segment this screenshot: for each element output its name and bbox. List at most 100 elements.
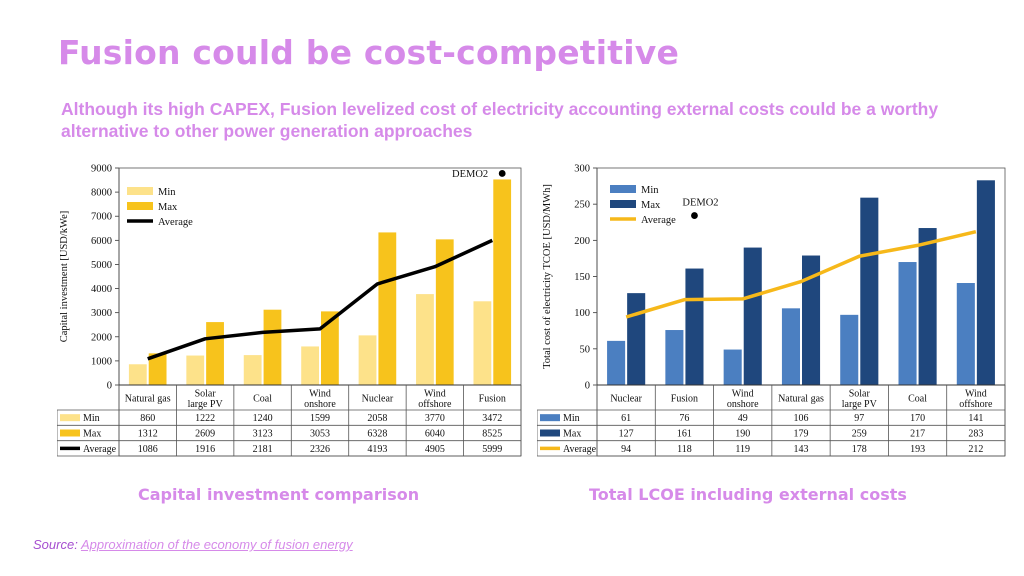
average-line [147,238,494,361]
legend-label: Min [158,187,176,198]
bar-max-6 [976,180,995,385]
y-tick-label: 1000 [91,356,112,367]
bar-min-5 [898,262,917,385]
page-subtitle: Although its high CAPEX, Fusion levelize… [61,99,939,141]
bar-min-3 [781,308,800,385]
table-cell: 3123 [253,429,273,440]
lcoe-chart: 0 50 100 150 200 250 300 Total cost of electric… [537,162,1007,458]
table-row-label: Min [83,413,100,424]
table-cell: 3053 [310,429,330,440]
bar-max-0 [148,353,167,385]
table-cell: 190 [735,429,750,440]
capital-investment-chart: 0 1000 2000 3000 4000 5000 6000 7000 8000 9000 Cap… [57,162,523,458]
table-cell: 161 [677,429,692,440]
y-tick-label: 0 [585,381,590,392]
table-cell: 141 [968,413,983,424]
y-tick-label: 7000 [91,212,112,223]
table-cell: 97 [854,413,864,424]
x-tick-label-3: Wind onshore [304,389,336,411]
y-tick-label: 2000 [91,332,112,343]
x-tick-label-5: Coal [908,394,927,405]
table-cell: 5999 [482,444,502,455]
table-cell: 2181 [253,444,273,455]
table-cell: 2058 [367,413,387,424]
x-tick-label-0: Natural gas [125,394,171,405]
table-cell: 170 [910,413,925,424]
table-cell: 76 [679,413,689,424]
table-row-label: Max [563,429,581,440]
lcoe-chart-svg: 0 50 100 150 200 250 300 Total cost of electric… [537,164,1006,457]
table-cell: 61 [621,413,631,424]
table-cell: 6328 [367,429,387,440]
legend-label: Max [158,202,178,213]
annotation-marker [497,168,507,179]
table-cell: 212 [968,444,983,455]
table-cell: 283 [968,429,983,440]
table-cell: 217 [910,429,925,440]
x-tick-label-2: Wind onshore [727,389,759,411]
bar-max-2 [743,247,762,385]
table-cell: 127 [619,429,634,440]
table-cell: 179 [794,429,809,440]
table-row-label: Average [83,444,117,455]
source-separator: : [74,537,81,552]
y-tick-label: 250 [574,200,590,211]
bar-max-6 [493,179,512,385]
table-row-label: Max [83,429,101,440]
bar-max-1 [685,268,704,385]
y-tick-label: 100 [574,308,590,319]
x-tick-label-6: Fusion [479,394,506,405]
table-cell: 1916 [195,444,215,455]
legend-label: Average [641,215,676,226]
bar-min-4 [840,314,859,385]
x-tick-label-0: Nuclear [610,394,642,405]
bar-min-0 [607,340,626,385]
average-line [625,229,977,319]
table-cell: 8525 [482,429,502,440]
table-cell: 2326 [310,444,330,455]
legend-swatch [610,185,636,193]
x-tick-label-1: Solar large PV [188,389,224,411]
table-row-swatch [60,414,80,422]
table-row-label: Min [563,413,580,424]
table-cell: 1599 [310,413,330,424]
y-axis-label: Total cost of electricity TCOE [USD/MWh] [542,184,553,369]
bar-max-4 [378,232,397,385]
table-row-swatch [540,429,560,437]
bar-min-6 [956,283,975,385]
bar-min-1 [665,330,684,385]
y-tick-label: 300 [574,164,590,175]
table-row-label: Average [563,444,597,455]
source-link[interactable]: Approximation of the economy of fusion e… [80,537,353,552]
table-cell: 1222 [195,413,215,424]
y-axis-label: Capital investment [USD/kWe] [59,211,70,343]
y-tick-label: 8000 [91,188,112,199]
caption-right: Total LCOE including external costs [589,485,907,504]
y-tick-label: 4000 [91,284,112,295]
legend-label: Min [641,185,659,196]
table-cell: 4905 [425,444,445,455]
x-tick-label-3: Natural gas [778,394,824,405]
table-cell: 6040 [425,429,445,440]
table-cell: 860 [140,413,155,424]
bar-min-6 [473,301,492,385]
bar-max-5 [435,239,454,385]
x-tick-label-6: Wind offshore [959,389,993,411]
table-cell: 1086 [138,444,158,455]
table-cell: 143 [794,444,809,455]
annotation-label: DEMO2 [452,169,488,180]
y-tick-label: 0 [107,381,112,392]
source-note: Source: Approximation of the economy of … [33,537,353,552]
table-cell: 2609 [195,429,215,440]
bar-min-5 [416,294,434,385]
page-title: Fusion could be cost-competitive [58,33,680,72]
bar-max-2 [263,309,282,385]
table-cell: 1312 [138,429,158,440]
x-tick-label-1: Fusion [671,394,698,405]
bar-max-3 [802,255,821,385]
table-cell: 49 [738,413,748,424]
bar-max-1 [206,322,224,385]
table-cell: 178 [852,444,867,455]
legend-swatch [127,202,153,210]
y-tick-label: 3000 [91,308,112,319]
